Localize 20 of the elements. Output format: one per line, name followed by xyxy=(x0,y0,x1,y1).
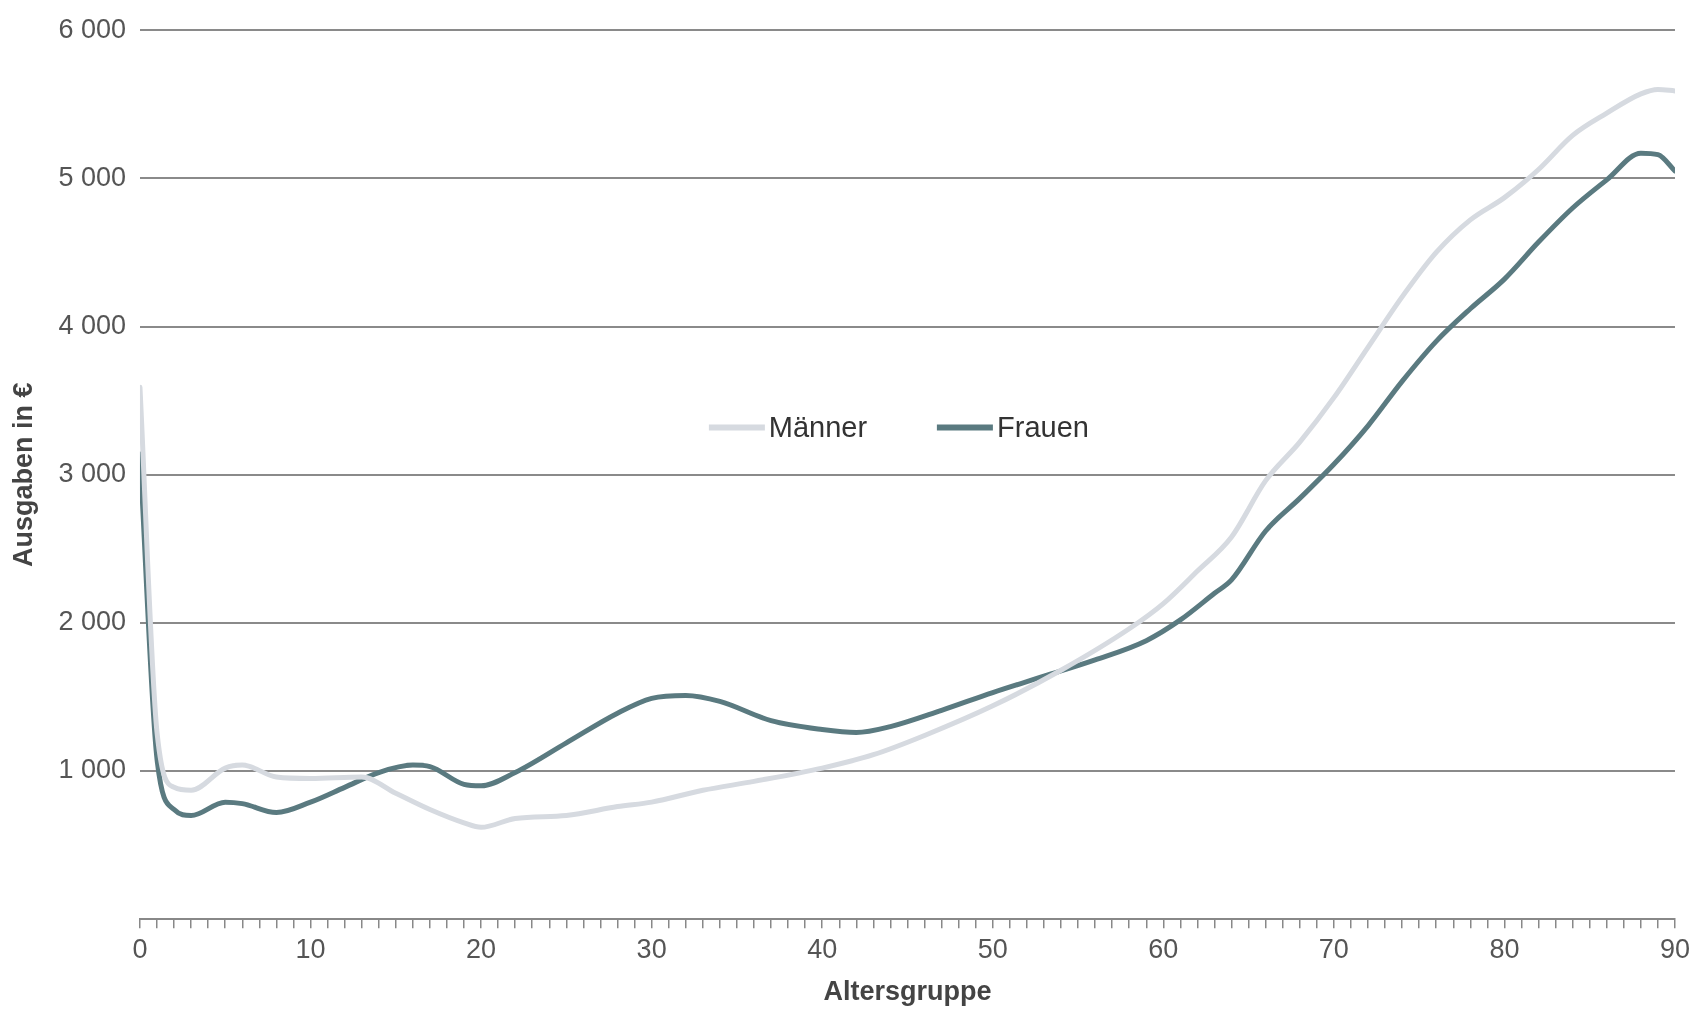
x-tick-label: 70 xyxy=(1318,933,1349,964)
x-tick-label: 80 xyxy=(1489,933,1520,964)
legend-label: Frauen xyxy=(997,410,1089,444)
x-axis-title: Altersgruppe xyxy=(823,976,992,1007)
x-tick-label: 60 xyxy=(1148,933,1179,964)
x-tick-label: 10 xyxy=(295,933,326,964)
y-tick-label: 4 000 xyxy=(58,309,126,340)
x-tick-label: 50 xyxy=(977,933,1008,964)
x-tick-label: 20 xyxy=(466,933,497,964)
y-tick-label: 6 000 xyxy=(58,13,126,44)
legend-label: Männer xyxy=(768,410,868,444)
y-tick-label: 2 000 xyxy=(58,606,126,637)
x-tick-label: 90 xyxy=(1659,933,1691,964)
y-axis-title: Ausgaben in € xyxy=(7,382,38,567)
x-tick-label: 40 xyxy=(807,933,838,964)
y-tick-label: 5 000 xyxy=(58,161,126,192)
y-tick-label: 1 000 xyxy=(58,754,126,785)
x-tick-label: 0 xyxy=(132,933,148,964)
x-tick-label: 30 xyxy=(636,933,667,964)
y-tick-label: 3 000 xyxy=(58,458,126,489)
